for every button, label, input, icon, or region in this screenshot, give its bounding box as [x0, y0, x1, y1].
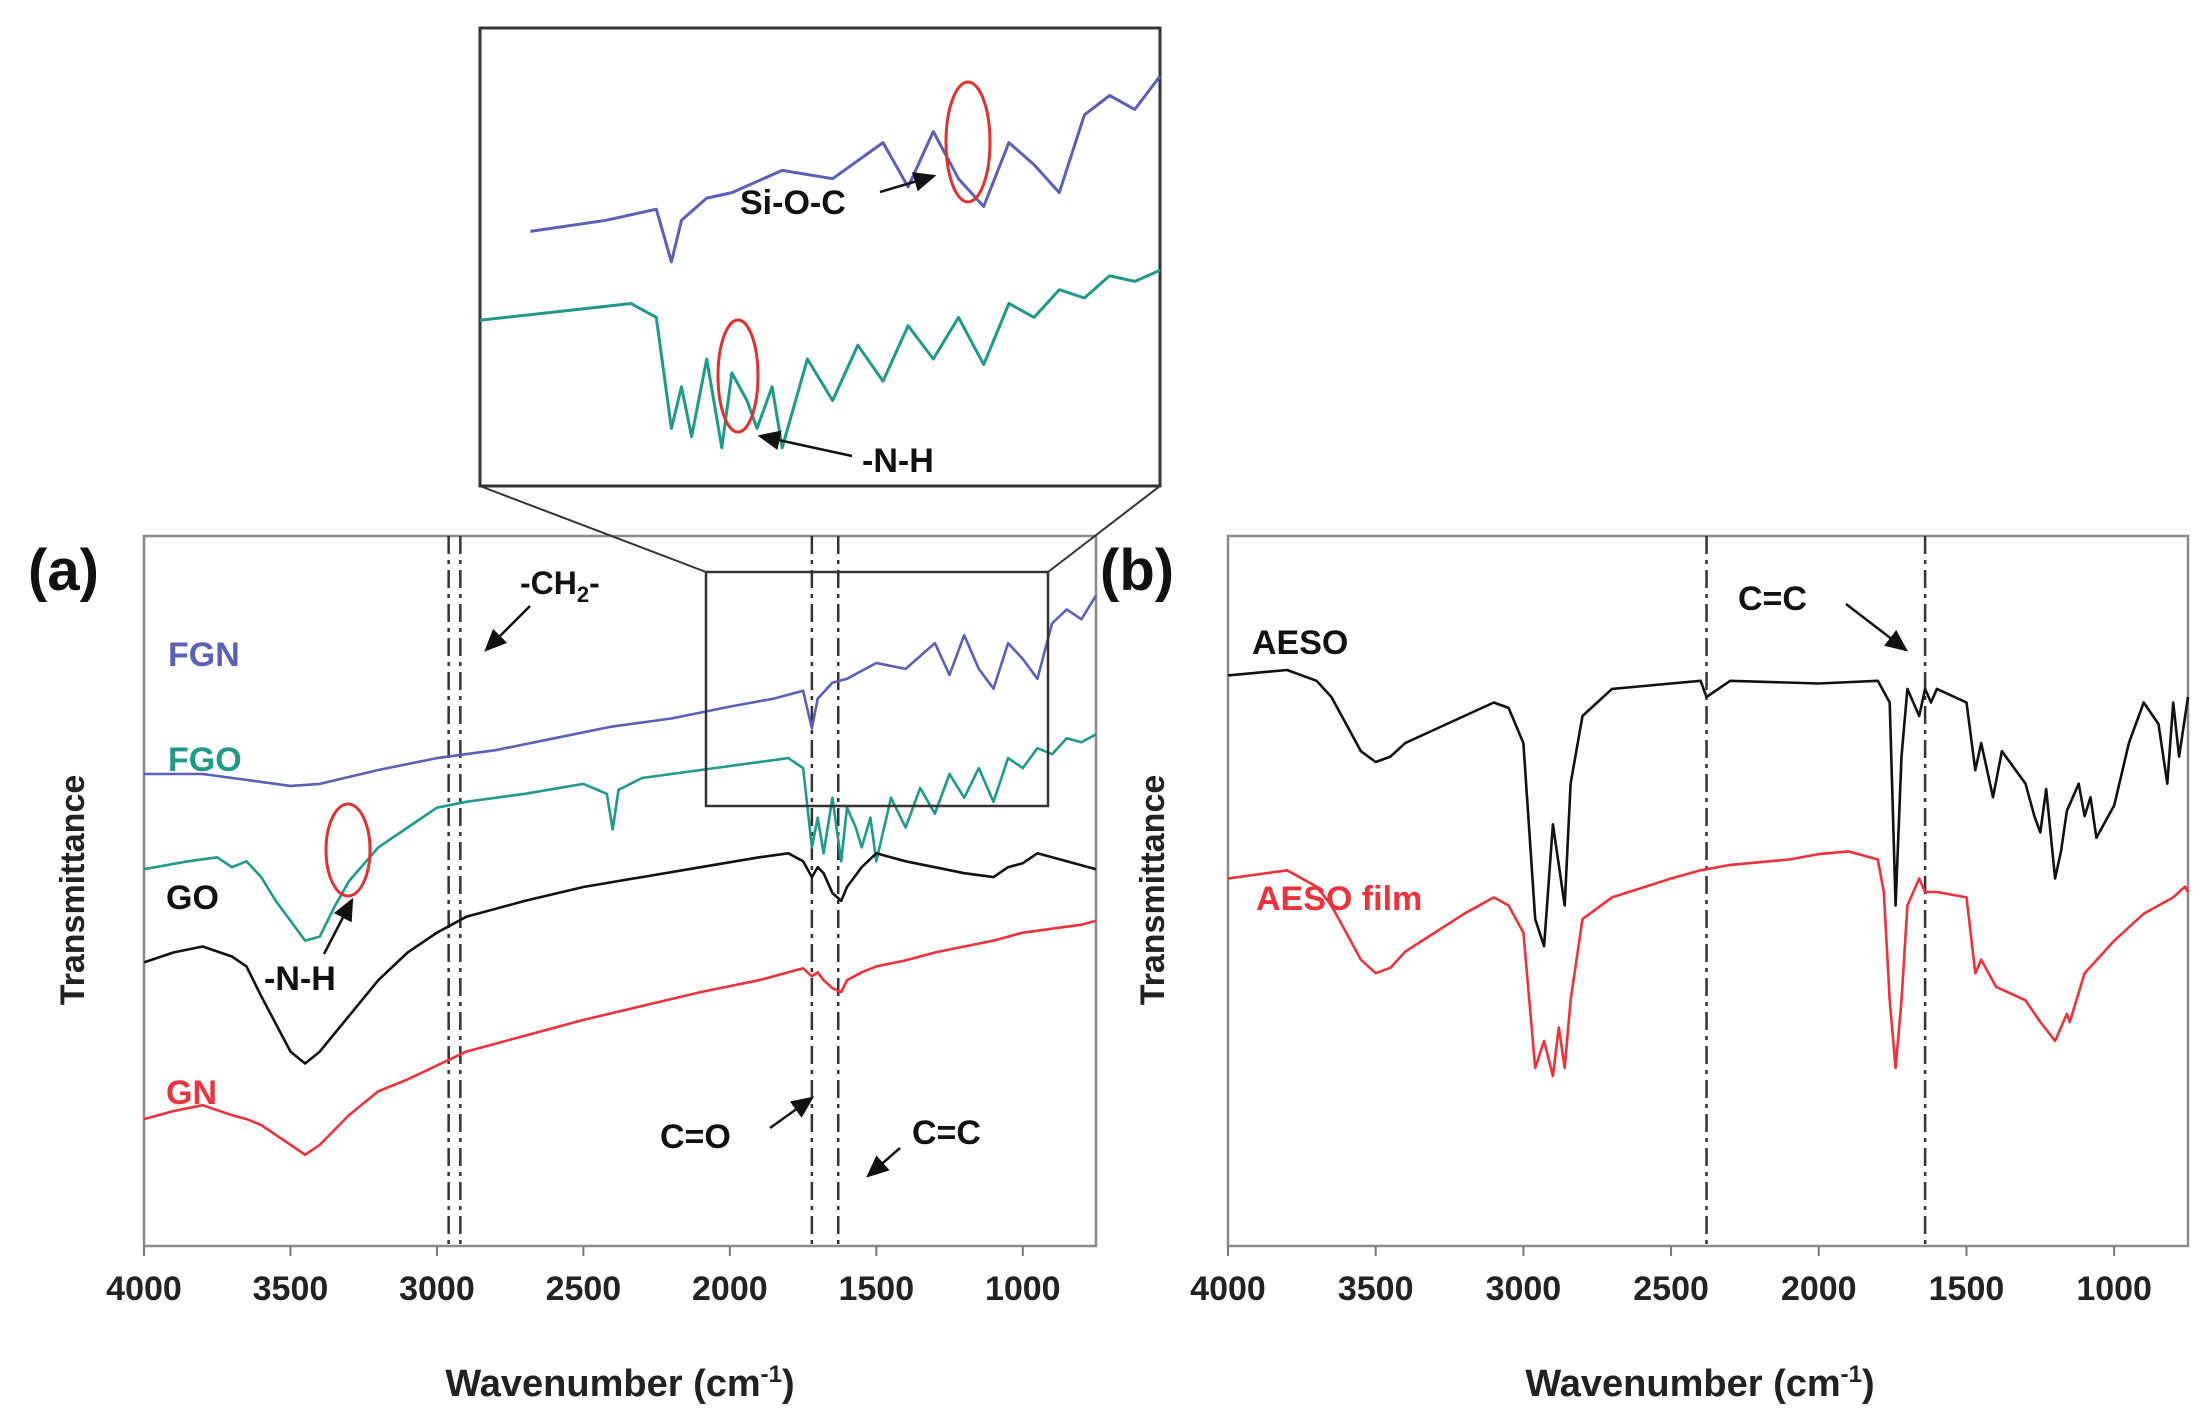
inset-connector-left [479, 485, 707, 573]
panel-a-label: (a) [28, 538, 99, 603]
inset-zoom-region [704, 570, 1050, 808]
annotation-cc-b: C=C [1738, 580, 1807, 618]
panel-a-xlabel: Wavenumber (cm-1) [445, 1361, 794, 1405]
panel-a-tick-label-2000: 2000 [692, 1270, 768, 1308]
panel-a-tick-label-4000: 4000 [106, 1270, 182, 1308]
panel-b-tick-label-1000: 1000 [2076, 1270, 2152, 1308]
annotation-cc-a-arrow [866, 1147, 901, 1178]
series-label-fgo: FGO [168, 741, 242, 779]
panel-a-plot-frame [142, 534, 1098, 1248]
panel-b-tick-label-2000: 2000 [1781, 1270, 1857, 1308]
panel-a: (a) 4000 3500 3000 2500 2000 1500 1000 Transmi… [28, 485, 1161, 1405]
panel-a-ylabel: Transmittance [54, 775, 92, 1006]
annotation-inset-nh-arrow [757, 430, 853, 458]
annotation-ch2: -CH2- [520, 565, 600, 607]
panel-b-series [1227, 668, 2190, 1078]
annotation-co: C=O [660, 1118, 731, 1156]
series-label-go: GO [166, 879, 219, 917]
panel-a-tick-label-3500: 3500 [253, 1270, 329, 1308]
panel-a-series-fgn [144, 594, 1098, 788]
nh-highlight-marker [324, 802, 372, 898]
panel-b-reference-lines [1705, 536, 1927, 1246]
panel-a-inset: Si-O-C -N-H [478, 26, 1162, 488]
annotation-sioc-arrow [879, 172, 937, 194]
series-label-fgn: FGN [168, 636, 240, 674]
series-label-gn: GN [166, 1074, 217, 1112]
panel-a-tick-label-3000: 3000 [399, 1270, 475, 1308]
panel-b-x-ticks: 4000 3500 3000 2500 2000 1500 1000 [1190, 1246, 2152, 1308]
panel-b-tick-label-3500: 3500 [1338, 1270, 1414, 1308]
panel-b-label: (b) [1100, 538, 1174, 603]
annotation-ch2-arrow [484, 605, 531, 652]
panel-a-series-fgo [143, 733, 1097, 942]
panel-a-series-gn [143, 919, 1097, 1157]
panel-b-ylabel: Transmittance [1134, 775, 1172, 1006]
annotation-nh-arrow [322, 897, 354, 955]
panel-b-series-aeso-film [1227, 850, 2190, 1078]
inset-series-fgo [479, 268, 1161, 450]
series-label-aeso-film: AESO film [1256, 880, 1422, 918]
panel-a-tick-label-2500: 2500 [546, 1270, 622, 1308]
panel-a-reference-lines [447, 536, 840, 1246]
panel-a-tick-label-1000: 1000 [985, 1270, 1061, 1308]
panel-b-tick-label-3000: 3000 [1486, 1270, 1562, 1308]
inset-nh-highlight-marker [716, 318, 760, 434]
panel-b-xlabel: Wavenumber (cm-1) [1525, 1361, 1874, 1405]
panel-a-series [143, 594, 1098, 1157]
series-label-aeso: AESO [1252, 624, 1348, 662]
panel-b-tick-label-4000: 4000 [1190, 1270, 1266, 1308]
panel-b-tick-label-1500: 1500 [1929, 1270, 2005, 1308]
annotation-cc-a: C=C [912, 1114, 981, 1152]
annotation-sioc: Si-O-C [740, 184, 846, 222]
panel-b-series-aeso [1227, 668, 2190, 948]
panel-a-series-go [143, 852, 1097, 1065]
inset-connector-right [1047, 485, 1161, 573]
annotation-inset-nh: -N-H [862, 442, 934, 480]
panel-a-tick-label-1500: 1500 [838, 1270, 914, 1308]
panel-a-x-ticks: 4000 3500 3000 2500 2000 1500 1000 [106, 1246, 1061, 1308]
annotation-nh: -N-H [264, 960, 336, 998]
sioc-highlight-marker [944, 80, 992, 204]
panel-b: (b) 4000 3500 3000 2500 2000 1500 1000 Transmi… [1100, 534, 2190, 1405]
inset-series-fgn [530, 75, 1162, 264]
inset-frame [478, 26, 1162, 488]
panel-b-tick-label-2500: 2500 [1633, 1270, 1709, 1308]
inset-series [479, 75, 1162, 450]
annotation-cc-b-arrow [1845, 603, 1908, 652]
annotation-co-arrow [769, 1096, 815, 1130]
